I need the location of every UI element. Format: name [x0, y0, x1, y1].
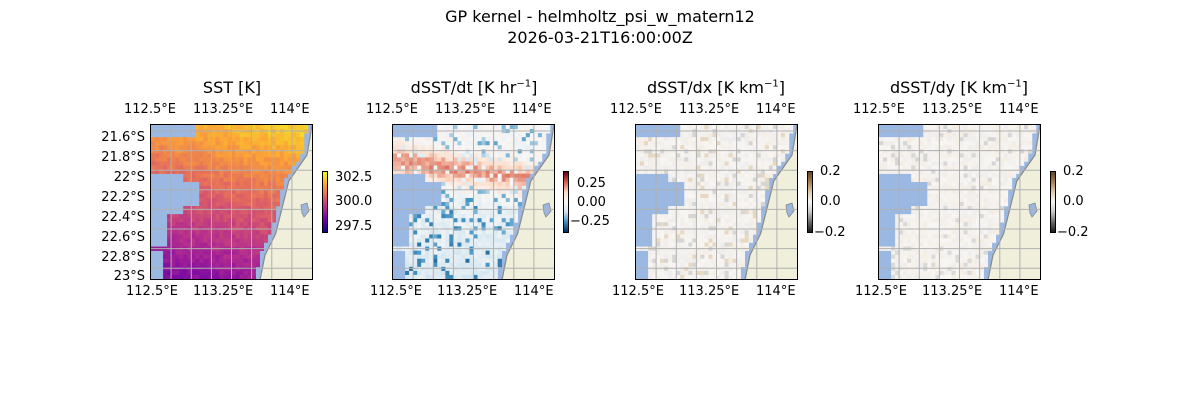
map-canvas	[636, 125, 797, 279]
map-sst	[150, 124, 313, 280]
panel-dsst-dx: dSST/dx [K km−1] 112.5°E 113.25°E 114°E …	[596, 0, 846, 400]
colorbar-tick: 297.5	[335, 219, 373, 234]
top-lon-tick: 113.25°E	[922, 102, 983, 117]
colorbar-tick: −0.25	[570, 214, 610, 229]
lat-tick: 22.6°S	[101, 230, 145, 245]
top-lon-tick: 112.5°E	[124, 102, 176, 117]
top-lon-tick: 113.25°E	[193, 102, 254, 117]
colorbar-gradient	[323, 172, 327, 233]
figure-subtitle-timestamp: 2026-03-21T16:00:00Z	[507, 28, 693, 47]
colorbar-tick: 0.2	[1063, 164, 1084, 179]
bottom-lon-tick: 114°E	[270, 284, 310, 299]
colorbar-tick: 0.0	[1063, 194, 1084, 209]
bottom-lon-tick: 112.5°E	[855, 284, 907, 299]
lat-tick: 22.4°S	[101, 210, 145, 225]
land-mass	[260, 125, 312, 279]
lat-tick: 22.2°S	[101, 190, 145, 205]
colorbar-sst	[322, 171, 328, 233]
top-lon-tick: 112.5°E	[610, 102, 662, 117]
colorbar-tick: 0.25	[577, 176, 606, 191]
coastal-inlet	[1028, 202, 1038, 218]
land-mass	[502, 125, 554, 279]
colorbar-gradient	[564, 172, 568, 233]
panel-dsst-dy: dSST/dy [K km−1] 112.5°E 113.25°E 114°E …	[839, 0, 1089, 400]
land-mass	[988, 125, 1040, 279]
bottom-lon-tick: 112.5°E	[370, 284, 422, 299]
top-lon-tick: 112.5°E	[853, 102, 905, 117]
lat-tick: 21.8°S	[101, 150, 145, 165]
top-lon-tick: 114°E	[270, 102, 310, 117]
panel-title: dSST/dy [K km−1]	[889, 78, 1028, 97]
coastal-inlet	[542, 202, 552, 218]
colorbar-gradient	[808, 172, 812, 233]
panel-title: dSST/dt [K hr−1]	[410, 78, 538, 97]
top-lon-tick: 114°E	[512, 102, 552, 117]
colorbar-tick: −0.2	[814, 225, 846, 240]
panel-title: dSST/dx [K km−1]	[646, 78, 785, 97]
panel-sst: SST [K] 112.5°E 113.25°E 114°E 112.5°E 1…	[101, 0, 372, 400]
bottom-lon-tick: 114°E	[999, 284, 1039, 299]
colorbar-tick: 300.0	[335, 194, 373, 209]
coastal-inlet	[785, 202, 795, 218]
top-lon-tick: 113.25°E	[679, 102, 740, 117]
top-lon-tick: 112.5°E	[366, 102, 418, 117]
figure-title: GP kernel - helmholtz_psi_w_matern12	[445, 7, 755, 26]
map-dsst-dx	[635, 124, 798, 280]
bottom-lon-tick: 113.25°E	[922, 284, 983, 299]
panel-dsst-dt: dSST/dt [K hr−1] 112.5°E 113.25°E 114°E …	[354, 0, 610, 400]
colorbar-gradient	[1051, 172, 1055, 233]
lat-tick: 23°S	[113, 269, 145, 284]
colorbar-tick: 302.5	[335, 170, 373, 185]
panel-title: SST [K]	[202, 78, 262, 97]
bottom-lon-tick: 113.25°E	[437, 284, 498, 299]
lat-tick: 22°S	[113, 170, 145, 185]
gridlines	[636, 125, 797, 279]
colorbar-tick: 0.00	[577, 195, 606, 210]
bottom-lon-tick: 113.25°E	[193, 284, 254, 299]
bottom-lon-tick: 113.25°E	[679, 284, 740, 299]
bottom-lon-tick: 114°E	[514, 284, 554, 299]
colorbar-dsst-dx	[807, 171, 813, 233]
map-dsst-dt	[392, 124, 555, 280]
top-lon-tick: 113.25°E	[435, 102, 496, 117]
lat-tick: 22.8°S	[101, 250, 145, 265]
map-dsst-dy	[878, 124, 1041, 280]
top-lon-tick: 114°E	[756, 102, 796, 117]
lat-tick: 21.6°S	[101, 130, 145, 145]
bottom-lon-tick: 112.5°E	[612, 284, 664, 299]
bottom-lon-tick: 114°E	[756, 284, 796, 299]
colorbar-tick: 0.0	[820, 194, 841, 209]
colorbar-dsst-dt	[563, 171, 569, 233]
bottom-lon-tick: 112.5°E	[126, 284, 178, 299]
colorbar-tick: 0.2	[820, 164, 841, 179]
colorbar-dsst-dy	[1050, 171, 1056, 233]
land-mass	[745, 125, 797, 279]
gridlines	[879, 125, 1040, 279]
top-lon-tick: 114°E	[999, 102, 1039, 117]
gridlines	[393, 125, 554, 279]
map-canvas	[879, 125, 1040, 279]
map-canvas	[393, 125, 554, 279]
gridlines	[151, 125, 312, 279]
coastal-inlet	[300, 202, 310, 218]
map-canvas	[151, 125, 312, 279]
colorbar-tick: −0.2	[1057, 225, 1089, 240]
